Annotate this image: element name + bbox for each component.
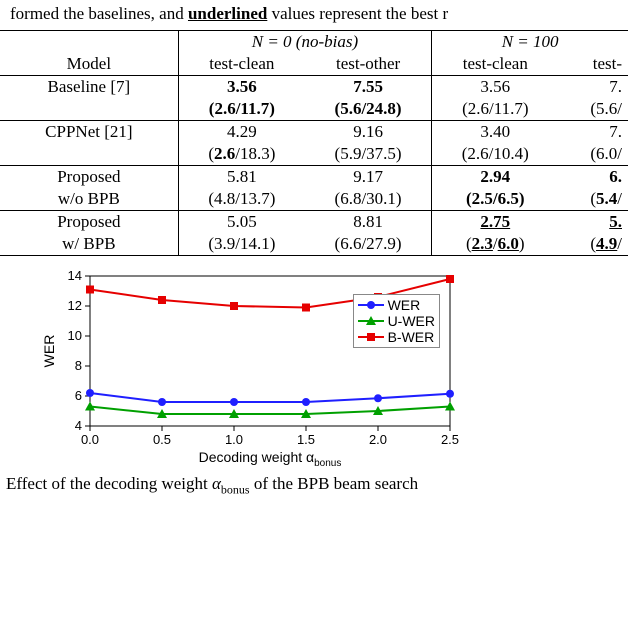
svg-text:14: 14: [68, 268, 82, 283]
cell: 5.05: [178, 211, 305, 234]
header-tc: test-clean: [178, 53, 305, 76]
svg-text:6: 6: [75, 388, 82, 403]
results-table: N = 0 (no-bias) N = 100 Model test-clean…: [0, 30, 628, 256]
svg-text:8: 8: [75, 358, 82, 373]
svg-text:12: 12: [68, 298, 82, 313]
cell: 5.81: [178, 166, 305, 189]
svg-text:10: 10: [68, 328, 82, 343]
svg-text:4: 4: [75, 418, 82, 433]
svg-text:2.0: 2.0: [369, 432, 387, 447]
header-model: Model: [0, 53, 178, 76]
cell: (5.4/: [558, 188, 628, 211]
cell: 7.: [558, 121, 628, 144]
row-model: Proposed: [0, 211, 178, 234]
row-model: Baseline [7]: [0, 76, 178, 99]
cell: (6.0/: [558, 143, 628, 166]
chart-legend: WERU-WERB-WER: [353, 294, 440, 348]
cell: (3.9/14.1): [178, 233, 305, 256]
cell: 7.55: [305, 76, 432, 99]
row-model: Proposed: [0, 166, 178, 189]
header-to: test-other: [305, 53, 432, 76]
row-model: [0, 98, 178, 121]
cell: 2.75: [432, 211, 559, 234]
chart-container: 4 6 8 10 12 14 0.0 0.5 1.0 1.5 2.0 2.5 Decoding weig…: [0, 256, 628, 470]
cell: (5.6/: [558, 98, 628, 121]
figure-caption: Effect of the decoding weight αbonus of …: [0, 470, 628, 507]
row-model: w/ BPB: [0, 233, 178, 256]
row-model: CPPNet [21]: [0, 121, 178, 144]
header-n100: N = 100: [432, 31, 628, 54]
header-to-cut: test-: [558, 53, 628, 76]
header-n0: N = 0 (no-bias): [178, 31, 431, 54]
row-model: w/o BPB: [0, 188, 178, 211]
cell: (5.9/37.5): [305, 143, 432, 166]
cell: (2.5/6.5): [432, 188, 559, 211]
svg-text:WER: WER: [41, 335, 57, 368]
svg-text:1.0: 1.0: [225, 432, 243, 447]
header-tc: test-clean: [432, 53, 559, 76]
svg-text:0.5: 0.5: [153, 432, 171, 447]
cell: (4.9/: [558, 233, 628, 256]
cell: 6.: [558, 166, 628, 189]
text: values represent the best r: [267, 4, 448, 23]
cell: 3.56: [178, 76, 305, 99]
cell: 2.94: [432, 166, 559, 189]
cell: (2.6/11.7): [432, 98, 559, 121]
svg-text:1.5: 1.5: [297, 432, 315, 447]
cell: (2.6/18.3): [178, 143, 305, 166]
cell: 4.29: [178, 121, 305, 144]
svg-text:2.5: 2.5: [441, 432, 459, 447]
svg-text:0.0: 0.0: [81, 432, 99, 447]
cell: 3.56: [432, 76, 559, 99]
cell: (2.6/10.4): [432, 143, 559, 166]
cell: (6.8/30.1): [305, 188, 432, 211]
cell: 3.40: [432, 121, 559, 144]
text: formed the baselines, and: [10, 4, 188, 23]
cell: (2.3/6.0): [432, 233, 559, 256]
cell: 7.: [558, 76, 628, 99]
svg-text:Decoding weight αbonus: Decoding weight αbonus: [199, 449, 342, 466]
cell: 8.81: [305, 211, 432, 234]
cell: (6.6/27.9): [305, 233, 432, 256]
text-underlined: underlined: [188, 4, 267, 23]
cell: 9.17: [305, 166, 432, 189]
cell: (2.6/11.7): [178, 98, 305, 121]
cell: 5.: [558, 211, 628, 234]
cell: 9.16: [305, 121, 432, 144]
top-text-fragment: formed the baselines, and underlined val…: [0, 0, 628, 30]
row-model: [0, 143, 178, 166]
cell: (4.8/13.7): [178, 188, 305, 211]
cell: (5.6/24.8): [305, 98, 432, 121]
